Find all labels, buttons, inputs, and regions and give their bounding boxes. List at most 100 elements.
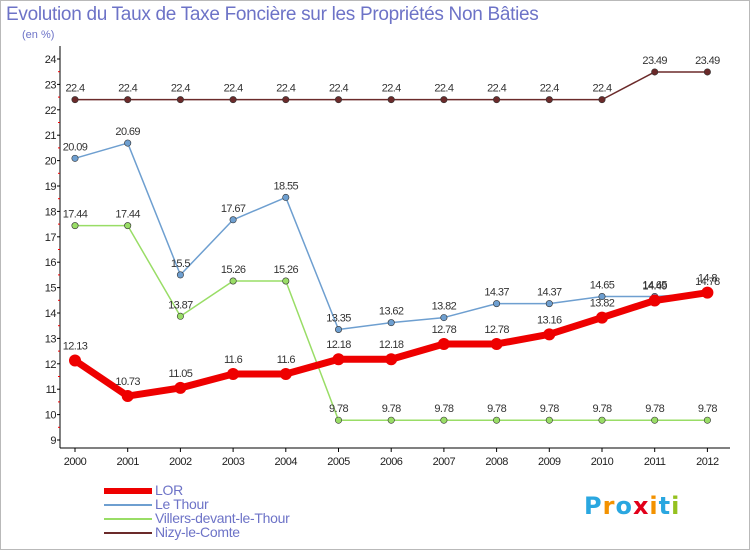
data-label: 12.78 (432, 324, 457, 336)
data-point (282, 96, 290, 104)
data-point (124, 139, 132, 147)
y-tick-label: 14 (45, 308, 57, 320)
y-axis-unit-label: (en %) (22, 29, 55, 41)
x-tick-label: 2004 (275, 456, 298, 468)
y-tick-label: 11 (46, 384, 57, 396)
data-point (124, 96, 132, 104)
data-label: 22.4 (118, 83, 137, 95)
data-label: 17.44 (63, 209, 88, 221)
data-label: 14.37 (537, 287, 562, 299)
data-label: 13.35 (326, 313, 351, 325)
data-point (387, 416, 395, 424)
proxiti-logo: Proxiti (584, 492, 680, 520)
data-point (703, 68, 711, 76)
data-point (493, 96, 501, 104)
data-label: 22.4 (224, 83, 243, 95)
data-point (651, 68, 659, 76)
data-point (121, 390, 134, 403)
y-tick-label: 22 (45, 105, 57, 117)
data-point (596, 311, 608, 324)
data-point (493, 300, 501, 308)
data-point (387, 319, 395, 327)
data-label: 23.49 (642, 55, 667, 67)
x-tick-label: 2011 (644, 456, 666, 468)
data-label: 20.09 (63, 141, 88, 153)
data-point (176, 96, 184, 104)
legend-swatch (104, 532, 152, 534)
data-label: 14.78 (695, 276, 720, 288)
data-label: 17.44 (115, 209, 140, 221)
data-label: 22.4 (171, 83, 190, 95)
data-point (176, 312, 184, 320)
legend-swatch (104, 488, 152, 494)
data-label: 13.16 (537, 314, 562, 326)
data-point (440, 416, 448, 424)
legend-label: Nizy-le-Comte (155, 524, 240, 540)
logo-letter: P (584, 492, 603, 520)
x-tick-label: 2010 (591, 456, 614, 468)
data-label: 15.26 (274, 264, 299, 276)
y-tick-label: 9 (50, 435, 56, 447)
data-point (437, 337, 450, 350)
logo-letter: i (649, 492, 659, 520)
y-tick-label: 10 (45, 410, 57, 422)
y-tick-label: 20 (45, 156, 57, 168)
data-label: 15.26 (221, 264, 246, 276)
data-point (229, 216, 237, 224)
data-point (701, 286, 714, 299)
data-point (440, 314, 448, 322)
x-tick-label: 2005 (327, 456, 350, 468)
y-tick-label: 16 (45, 257, 57, 269)
logo-letter: t (658, 492, 672, 520)
data-label: 18.55 (274, 180, 299, 192)
data-point (545, 300, 553, 308)
x-tick-label: 2001 (116, 456, 139, 468)
data-point (227, 367, 240, 380)
data-point (651, 416, 659, 424)
data-label: 22.4 (540, 83, 559, 95)
y-tick-label: 13 (45, 333, 57, 345)
data-point (229, 96, 237, 104)
x-tick-label: 2006 (380, 456, 403, 468)
data-label: 9.78 (487, 403, 506, 415)
y-tick-label: 24 (45, 54, 57, 66)
data-label: 15.5 (171, 258, 190, 270)
x-tick-label: 2002 (169, 456, 192, 468)
data-point (598, 96, 606, 104)
data-point (279, 367, 292, 380)
x-tick-label: 2007 (433, 456, 456, 468)
data-label: 13.62 (379, 306, 404, 318)
data-label: 13.82 (432, 301, 457, 313)
data-label: 12.18 (379, 339, 404, 351)
data-label: 12.78 (484, 324, 509, 336)
data-label: 14.8 (698, 273, 717, 285)
y-tick-label: 19 (45, 181, 57, 193)
data-point (71, 222, 79, 230)
data-point (282, 193, 290, 201)
data-label: 9.78 (329, 403, 348, 415)
data-label: 14.65 (590, 279, 615, 291)
y-tick-label: 23 (45, 79, 57, 91)
data-point (334, 96, 342, 104)
data-label: 13.87 (168, 299, 193, 311)
data-point (385, 353, 398, 366)
y-tick-label: 15 (45, 283, 57, 295)
data-point (334, 326, 342, 334)
data-point (703, 416, 711, 424)
logo-letter: r (602, 492, 616, 520)
legend-swatch (104, 504, 152, 506)
y-tick-label: 12 (45, 359, 57, 371)
logo-letter: i (671, 492, 681, 520)
data-label: 10.73 (115, 376, 140, 388)
data-point (334, 416, 342, 424)
x-tick-label: 2003 (222, 456, 245, 468)
data-point (176, 271, 184, 279)
data-label: 23.49 (695, 55, 720, 67)
data-label: 11.6 (224, 354, 243, 366)
legend-label: LOR (155, 482, 183, 498)
data-point (490, 337, 503, 350)
data-label: 22.4 (487, 83, 506, 95)
data-label: 9.78 (540, 403, 559, 415)
data-label: 12.13 (63, 340, 88, 352)
